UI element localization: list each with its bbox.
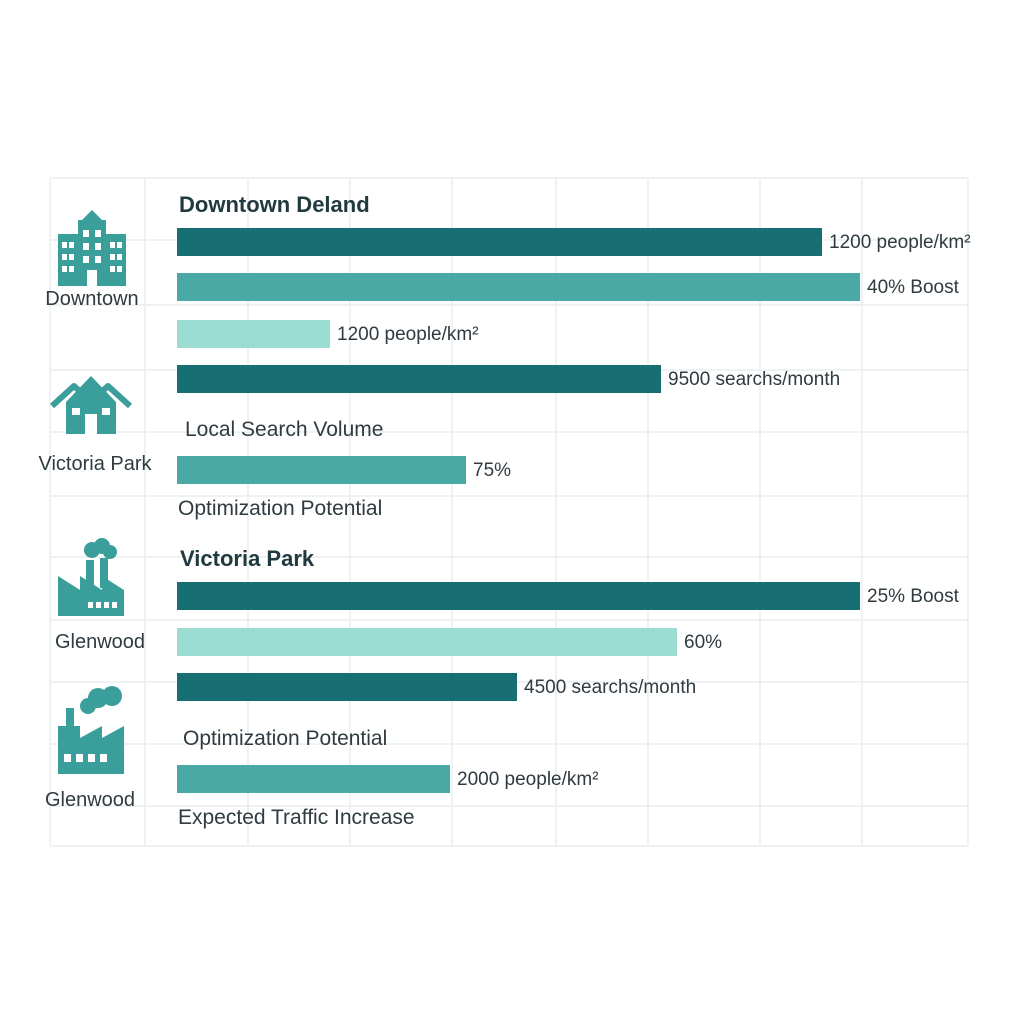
bar-7 <box>177 628 677 656</box>
caption-expected-traffic-increase: Expected Traffic Increase <box>178 806 415 829</box>
bar-value-label: 25% Boost <box>867 586 960 607</box>
bar-value-label: 9500 searchs/month <box>668 369 840 390</box>
area-name-downtown: Downtown <box>45 288 138 310</box>
caption-optimization-potential: Optimization Potential <box>178 497 382 520</box>
bar-8 <box>177 673 517 701</box>
bar-value-label: 60% <box>684 632 722 653</box>
bar-1 <box>177 228 822 256</box>
bar-2 <box>177 273 860 301</box>
factory-icon <box>58 538 124 616</box>
area-name-victoria-park: Victoria Park <box>38 453 152 475</box>
bar-4 <box>177 365 661 393</box>
bar-value-label: 1200 people/km² <box>829 232 971 253</box>
houses-icon <box>49 376 133 434</box>
bar-6 <box>177 582 860 610</box>
bar-value-label: 75% <box>473 460 511 481</box>
bar-value-label: 4500 searchs/month <box>524 677 696 698</box>
bar-value-label: 1200 people/km² <box>337 324 479 345</box>
caption-optimization-potential-2: Optimization Potential <box>183 727 387 750</box>
bar-value-label: 2000 people/km² <box>457 769 599 790</box>
bar-9 <box>177 765 450 793</box>
area-name-glenwood-2: Glenwood <box>45 789 135 811</box>
bar-3 <box>177 320 330 348</box>
bar-5 <box>177 456 466 484</box>
area-name-glenwood: Glenwood <box>55 631 145 653</box>
bar-value-label: 40% Boost <box>867 277 960 298</box>
group-heading-downtown-deland: Downtown Deland <box>179 192 370 217</box>
office-building-icon <box>58 210 126 286</box>
group-heading-victoria-park: Victoria Park <box>180 546 315 571</box>
caption-local-search-volume: Local Search Volume <box>185 418 383 441</box>
bars: 1200 people/km² 40% Boost 1200 people/km² 9… <box>177 228 971 793</box>
factory-icon <box>58 686 124 774</box>
